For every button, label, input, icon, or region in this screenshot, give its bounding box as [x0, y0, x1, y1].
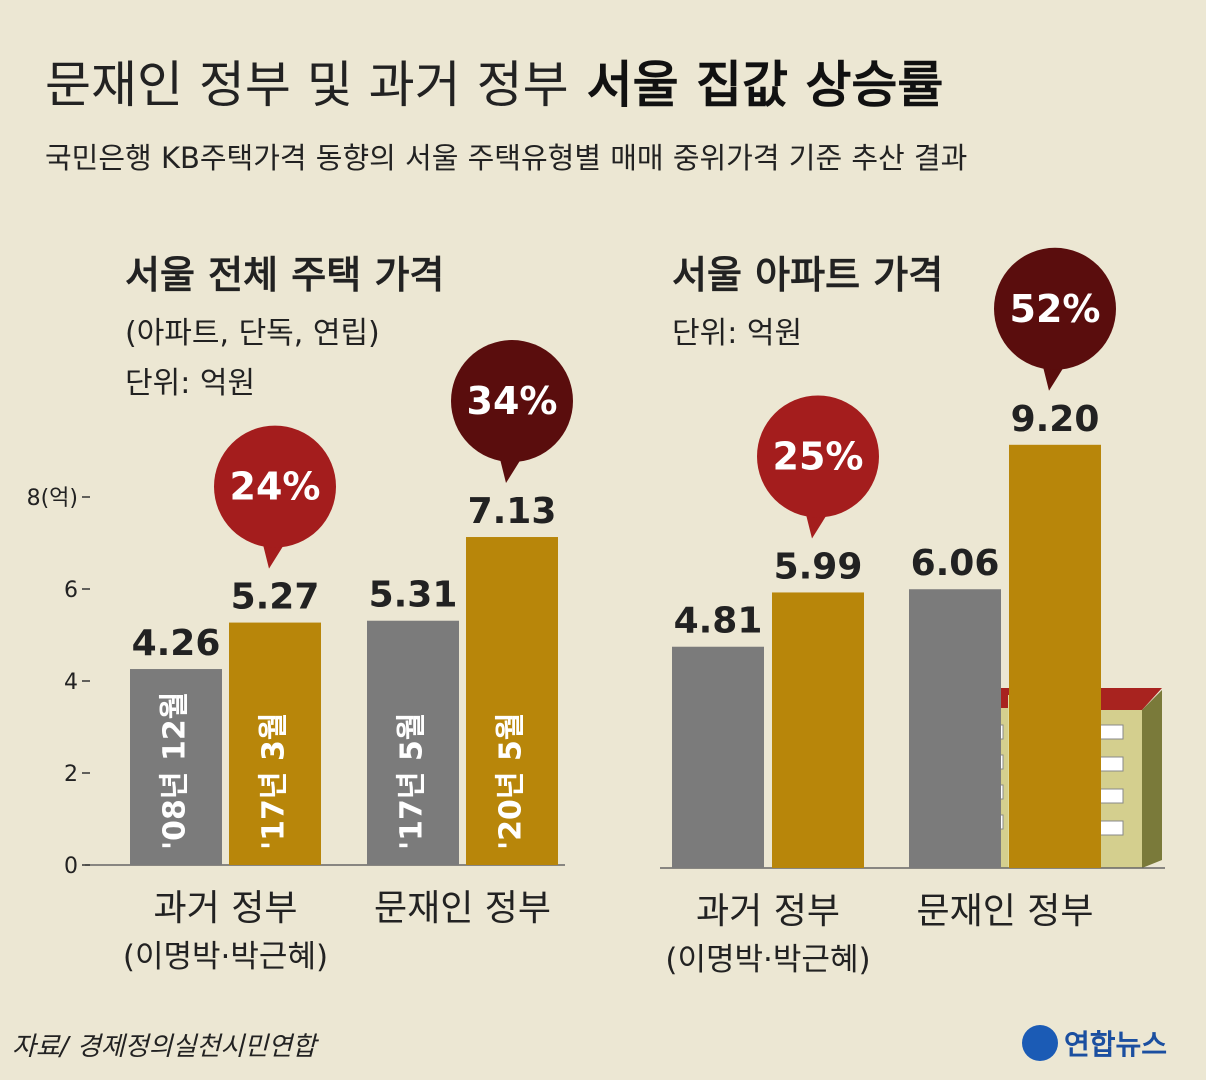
category-sublabel: (이명박·박근혜) [665, 942, 870, 978]
title: 문재인 정부 및 과거 정부 서울 집값 상승률 [45, 56, 943, 114]
value-label: 5.31 [369, 575, 458, 616]
value-label: 4.81 [674, 601, 763, 642]
logo-icon [1022, 1025, 1058, 1061]
value-label: 7.13 [468, 491, 557, 532]
category-sublabel: (이명박·박근혜) [123, 939, 328, 975]
bar [466, 537, 558, 865]
bar-date-label: '17년 5월 [395, 713, 430, 850]
bar-date-label: '20년 5월 [494, 713, 529, 850]
bar [772, 592, 864, 868]
category-label: 문재인 정부 [916, 891, 1093, 932]
y-tick-label: 6 [64, 578, 78, 603]
value-label: 5.27 [231, 577, 320, 618]
chart-title: 서울 아파트 가격 [672, 253, 943, 297]
unit-label: 단위: 억원 [125, 366, 255, 401]
y-tick-label: 8(억) [27, 486, 78, 511]
bar-date-label: '17년 3월 [257, 713, 292, 850]
bar [367, 620, 459, 865]
bar [909, 589, 1001, 868]
chart-subtitle: (아파트, 단독, 연립) [125, 316, 380, 351]
value-label: 4.26 [132, 623, 221, 664]
bar [229, 622, 321, 865]
change-label: 25% [773, 434, 864, 478]
unit-label: 단위: 억원 [672, 316, 802, 351]
y-tick-label: 0 [64, 854, 78, 879]
change-bubble [214, 425, 336, 548]
value-label: 5.99 [774, 546, 863, 587]
change-label: 52% [1010, 287, 1101, 331]
source: 자료/ 경제정의실천시민연합 [12, 1032, 319, 1062]
bar [130, 669, 222, 865]
category-label: 과거 정부 [696, 891, 840, 932]
change-bubble [757, 395, 879, 518]
change-label: 34% [467, 379, 558, 423]
value-label: 6.06 [911, 543, 1000, 584]
logo: 연합뉴스 [1064, 1028, 1167, 1061]
subtitle: 국민은행 KB주택가격 동향의 서울 주택유형별 매매 중위가격 기준 추산 결… [45, 141, 967, 175]
value-label: 9.20 [1011, 399, 1100, 440]
bar [1009, 444, 1101, 868]
category-label: 과거 정부 [154, 888, 298, 929]
category-label: 문재인 정부 [374, 888, 551, 929]
change-bubble [451, 340, 573, 463]
title-regular: 문재인 정부 및 과거 정부 [45, 56, 569, 114]
y-tick-label: 4 [64, 670, 78, 695]
title-bold: 서울 집값 상승률 [587, 56, 944, 114]
chart-title: 서울 전체 주택 가격 [125, 253, 444, 297]
y-tick-label: 2 [64, 762, 78, 787]
change-bubble [994, 247, 1116, 370]
bar-date-label: '08년 12월 [158, 692, 193, 850]
change-label: 24% [230, 465, 321, 509]
bar [672, 646, 764, 868]
